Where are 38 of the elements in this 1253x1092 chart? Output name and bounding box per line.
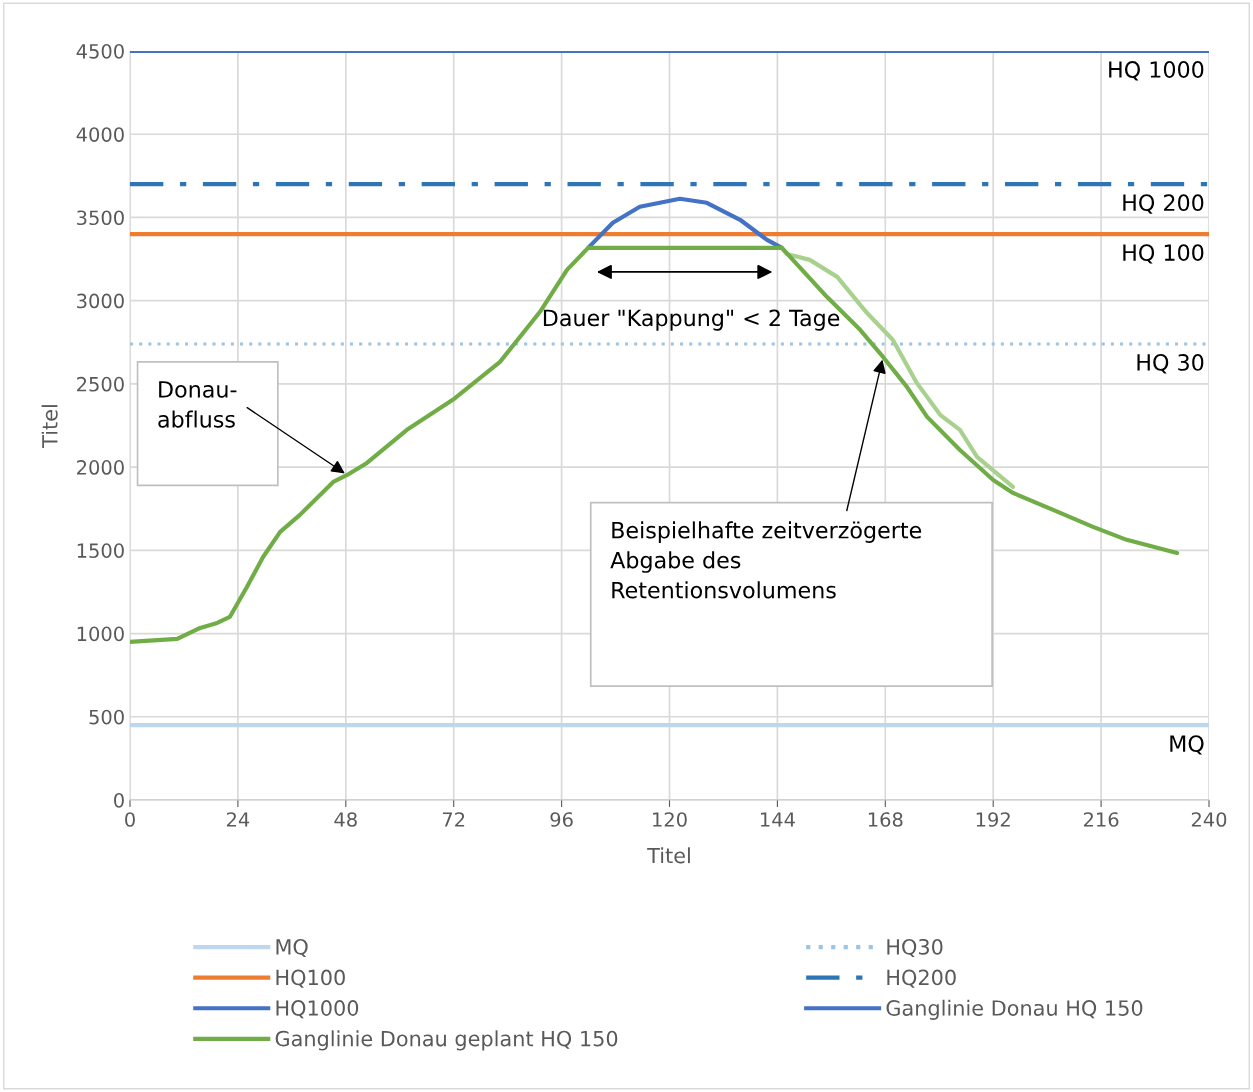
y-tick-label: 1500 [77,543,124,558]
y-tick-label: 3500 [77,210,124,226]
y-tick-label: 1000 [77,626,124,642]
y-tick-label: 4000 [76,127,124,142]
annotation: MQ [1170,735,1204,755]
annotation: Beispielhafte zeitverzögerte Abgabe des Retentionsvolumens [610,521,922,599]
x-axis-title: Titel [647,847,690,864]
x-tick-label: 48 [334,812,357,827]
y-axis-title: Titel [41,405,58,448]
y-tick-label: 500 [89,709,124,725]
x-tick-label: 192 [976,812,1010,827]
legend-label: HQ1000 [276,1000,359,1019]
x-tick-label: 216 [1083,812,1119,827]
x-tick-label: 24 [226,812,250,827]
y-tick-label: 2000 [77,460,124,475]
annotation: HQ 1000 [1109,61,1204,81]
x-tick-label: 96 [550,812,573,827]
annotation: HQ 100 [1123,244,1204,264]
x-tick-label: 72 [442,812,465,827]
annotation: Donau- abfluss [158,381,237,428]
annotation: HQ 200 [1123,194,1204,214]
legend-label: HQ100 [276,969,345,988]
legend-label: Ganglinie Donau HQ 150 [886,999,1143,1020]
legend-label: MQ [276,938,308,958]
legend-label: HQ200 [887,969,956,988]
y-tick-label: 3000 [77,293,124,309]
x-tick-label: 120 [653,812,687,827]
y-tick-label: 4500 [76,43,124,59]
legend-label: HQ30 [887,938,943,958]
legend-label: Ganglinie Donau geplant HQ 150 [275,1030,618,1051]
x-tick-label: 144 [760,812,795,827]
x-tick-label: 168 [868,812,903,827]
y-tick-label: 2500 [77,376,124,392]
x-tick-label: 0 [125,812,135,827]
x-tick-label: 240 [1191,812,1227,827]
y-tick-label: 0 [114,792,124,808]
annotation: Dauer "Kappung" < 2 Tage [543,309,840,331]
annotation: HQ 30 [1137,354,1204,374]
